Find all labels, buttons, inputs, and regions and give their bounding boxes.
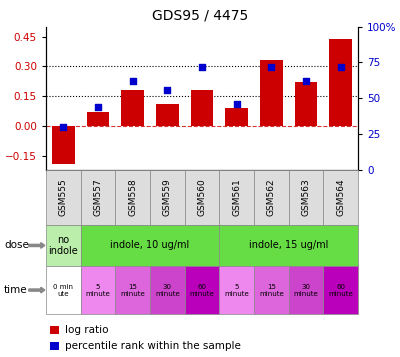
- Text: 5
minute: 5 minute: [86, 283, 110, 297]
- Text: 30
minute: 30 minute: [294, 283, 318, 297]
- Bar: [295, 82, 317, 126]
- Bar: [122, 90, 144, 126]
- Point: [164, 87, 170, 92]
- Text: no
indole: no indole: [48, 235, 78, 256]
- Text: GSM558: GSM558: [128, 178, 137, 216]
- Bar: [191, 90, 213, 126]
- Text: time: time: [4, 285, 28, 295]
- Text: GSM555: GSM555: [59, 178, 68, 216]
- Point: [268, 64, 274, 70]
- Text: GDS95 / 4475: GDS95 / 4475: [152, 9, 248, 23]
- Text: GSM563: GSM563: [302, 178, 310, 216]
- Text: log ratio: log ratio: [65, 325, 108, 335]
- Text: GSM564: GSM564: [336, 178, 345, 216]
- Text: 15
minute: 15 minute: [259, 283, 284, 297]
- Bar: [52, 126, 74, 164]
- Text: 60
minute: 60 minute: [190, 283, 214, 297]
- Text: GSM559: GSM559: [163, 178, 172, 216]
- Point: [130, 78, 136, 84]
- Text: dose: dose: [4, 240, 29, 251]
- Bar: [330, 39, 352, 126]
- Bar: [87, 112, 109, 126]
- Point: [303, 78, 309, 84]
- Text: GSM557: GSM557: [94, 178, 102, 216]
- Text: 15
minute: 15 minute: [120, 283, 145, 297]
- Text: 0 min
ute: 0 min ute: [53, 283, 73, 297]
- Point: [338, 64, 344, 70]
- Text: percentile rank within the sample: percentile rank within the sample: [65, 341, 241, 351]
- Text: 30
minute: 30 minute: [155, 283, 180, 297]
- Text: indole, 15 ug/ml: indole, 15 ug/ml: [249, 240, 328, 251]
- Bar: [156, 104, 178, 126]
- Bar: [260, 60, 282, 126]
- Bar: [226, 108, 248, 126]
- Point: [60, 124, 66, 130]
- Text: GSM560: GSM560: [198, 178, 206, 216]
- Point: [234, 101, 240, 107]
- Text: 60
minute: 60 minute: [328, 283, 353, 297]
- Text: indole, 10 ug/ml: indole, 10 ug/ml: [110, 240, 190, 251]
- Point: [95, 104, 101, 110]
- Text: GSM562: GSM562: [267, 178, 276, 216]
- Text: 5
minute: 5 minute: [224, 283, 249, 297]
- Text: GSM561: GSM561: [232, 178, 241, 216]
- Point: [199, 64, 205, 70]
